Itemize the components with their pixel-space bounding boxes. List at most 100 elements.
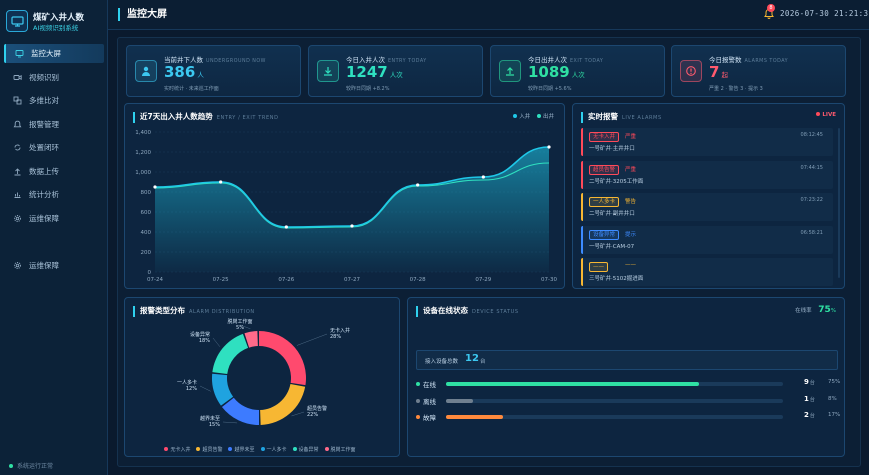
- donut-legend-label: 越界未至: [234, 446, 255, 453]
- sidebar-item-label: 视频识别: [29, 72, 59, 82]
- sidebar-item[interactable]: 统计分析: [4, 185, 104, 204]
- device-total-label: 接入设备总数: [425, 359, 459, 365]
- alarm-scrollbar[interactable]: [838, 128, 840, 278]
- donut-slice: [259, 331, 306, 386]
- online-rate-value: 75: [818, 305, 831, 315]
- alarm-location: 一号矿井·CAM-07: [589, 243, 635, 250]
- system-status: 系统运行正常: [9, 461, 53, 470]
- donut-slice-name: 一人多卡: [177, 379, 197, 386]
- alarm-item[interactable]: 无卡入井 严重 08:12:45 一号矿井·主井井口: [581, 128, 833, 156]
- y-tick-label: 0: [148, 270, 152, 276]
- legend-exit-icon: [536, 114, 541, 118]
- kpi-value-number: 1247: [346, 63, 388, 81]
- kpi-label-text: 今日报警数: [709, 56, 742, 64]
- device-status-dot-icon: [416, 382, 420, 386]
- alarm-title-text: 实时报警: [588, 112, 618, 121]
- sidebar-item[interactable]: 处置闭环: [4, 138, 104, 157]
- kpi-label: 今日报警数 ALARMS TODAY: [709, 54, 788, 64]
- kpi-card: 当前井下人数 UNDERGROUND NOW 386 人实时统计 · 未来巡工作面: [126, 45, 301, 97]
- y-tick-label: 200: [141, 250, 152, 256]
- donut-legend-dot-icon: [292, 447, 297, 451]
- sidebar-item-label: 运维保障: [29, 213, 59, 223]
- sidebar-item[interactable]: 多维比对: [4, 91, 104, 110]
- donut-slice-name: 超员告警: [307, 405, 327, 412]
- alarm-tag: 设备异常: [589, 229, 620, 240]
- kpi-label: 当前井下人数 UNDERGROUND NOW: [164, 54, 266, 64]
- entry-point: [350, 224, 354, 228]
- alarm-level: 警告: [625, 199, 637, 205]
- device-status-fill: [446, 398, 473, 403]
- device-title: 设备在线状态 DEVICE STATUS: [416, 306, 519, 317]
- legend-exit-label: 出井: [542, 114, 554, 120]
- donut-legend-item: 无卡入井: [164, 446, 190, 453]
- distribution-title-text: 报警类型分布: [140, 306, 185, 315]
- donut-slice-pct: 22%: [307, 412, 318, 418]
- x-tick-label: 07-30: [541, 277, 557, 283]
- entry-point: [153, 185, 157, 189]
- alarm-item[interactable]: 一人多卡 警告 07:23:22 二号矿井·副井井口: [581, 193, 833, 221]
- distribution-panel: 报警类型分布 ALARM DISTRIBUTION 无卡入井 28% 超员告警 22% 越…: [124, 297, 400, 457]
- donut-slice-pct: 15%: [209, 422, 220, 428]
- kpi-label-text: 当前井下人数: [164, 56, 203, 64]
- alarm-item[interactable]: —— —— 三号矿井·5102掘进面: [581, 258, 833, 286]
- donut-slice: [221, 397, 259, 425]
- alarm-title-en: LIVE ALARMS: [622, 115, 662, 121]
- donut-legend-label: 无卡入井: [170, 446, 191, 453]
- brand-subtitle: AI视频识别系统: [33, 24, 79, 32]
- alarm-level: 严重: [625, 166, 637, 173]
- donut-legend-dot-icon: [164, 447, 169, 451]
- sidebar-item[interactable]: 报警管理: [4, 115, 104, 134]
- alarm-item[interactable]: 设备异常 提示 06:58:21 一号矿井·CAM-07: [581, 225, 833, 254]
- sidebar-nav: 监控大屏 视频识别 多维比对 报警管理 处置闭环 数据上传 统计分析 运维保障 运维保障: [4, 44, 104, 280]
- sidebar-item[interactable]: 视频识别: [4, 68, 104, 87]
- donut-slice-name: 无卡入井: [330, 327, 350, 334]
- alarm-item[interactable]: 超员告警 严重 07:44:15 二号矿井·3205工作面: [581, 160, 833, 189]
- entry-point: [219, 180, 223, 184]
- device-total-unit: 台: [480, 359, 486, 365]
- donut-slice-pct: 5%: [236, 325, 244, 331]
- sidebar-item-label: 监控大屏: [31, 49, 61, 58]
- trend-panel: 近7天出入井人数趋势 ENTRY / EXIT TREND 入井 出井 0 200 4…: [124, 103, 565, 289]
- gear-icon: [14, 214, 21, 222]
- sidebar-item[interactable]: 运维保障: [4, 256, 104, 275]
- device-panel: 设备在线状态 DEVICE STATUS 在线率 75% 接入设备总数 12 台 …: [407, 297, 845, 457]
- alarm-level: 严重: [625, 134, 637, 140]
- device-count-unit: 台: [809, 380, 815, 386]
- legend-entry-icon: [513, 114, 518, 118]
- kpi-label-en: ENTRY TODAY: [388, 59, 427, 64]
- nav-separator: [4, 232, 104, 256]
- sidebar-item[interactable]: 监控大屏: [4, 44, 104, 63]
- x-tick-label: 07-27: [344, 277, 360, 283]
- kpi-label: 今日入井人次 ENTRY TODAY: [346, 54, 427, 64]
- kpi-value-number: 1089: [528, 63, 570, 81]
- device-status-dot-icon: [416, 398, 420, 403]
- sidebar-item[interactable]: 数据上传: [4, 162, 104, 181]
- kpi-label-en: UNDERGROUND NOW: [206, 59, 266, 64]
- y-tick-label: 800: [141, 190, 152, 196]
- alarm-location: 二号矿井·副井井口: [589, 211, 635, 217]
- alarm-level: ——: [625, 262, 636, 268]
- y-tick-label: 400: [141, 230, 152, 236]
- bell-icon: [13, 120, 22, 127]
- kpi-label: 今日出井人次 EXIT TODAY: [528, 54, 603, 64]
- donut-legend-item: 越界未至: [228, 446, 255, 453]
- donut-legend-dot-icon: [228, 447, 233, 451]
- alarm-tag: ——: [589, 262, 608, 272]
- kpi-value-unit: 人次: [389, 71, 403, 79]
- alarm-title: 实时报警 LIVE ALARMS: [581, 112, 662, 123]
- donut-leader-line: [239, 324, 251, 329]
- entry-area: [155, 147, 549, 272]
- trend-title: 近7天出入井人数趋势 ENTRY / EXIT TREND: [133, 112, 279, 123]
- sidebar-item[interactable]: 运维保障: [4, 209, 104, 228]
- kpi-label-en: ALARMS TODAY: [744, 59, 789, 64]
- device-count-value: 2: [804, 411, 809, 419]
- y-tick-label: 1,400: [135, 130, 151, 136]
- sidebar-item-label: 处置闭环: [29, 143, 59, 152]
- donut-slice-pct: 12%: [186, 386, 197, 392]
- upload-icon: [14, 167, 21, 175]
- kpi-card: 今日报警数 ALARMS TODAY 7 起严重 2 · 警告 3 · 提示 3: [671, 45, 846, 97]
- device-title-en: DEVICE STATUS: [472, 309, 519, 315]
- donut-legend-label: 设备异常: [298, 446, 319, 453]
- donut-legend-dot-icon: [196, 447, 201, 451]
